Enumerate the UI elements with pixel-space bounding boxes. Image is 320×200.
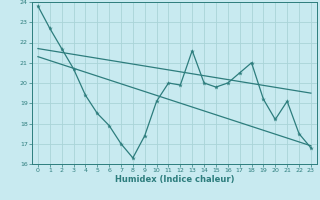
X-axis label: Humidex (Indice chaleur): Humidex (Indice chaleur)	[115, 175, 234, 184]
